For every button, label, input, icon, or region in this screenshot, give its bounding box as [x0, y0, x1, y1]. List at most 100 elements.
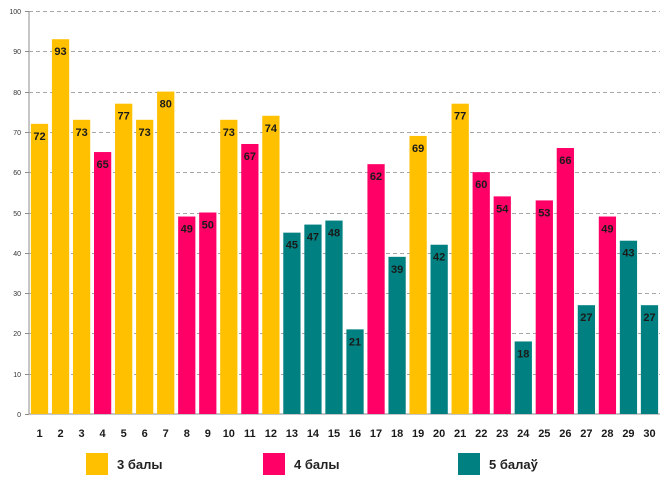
x-tick-label-26: 26	[559, 428, 571, 440]
data-label-22: 60	[475, 179, 487, 191]
bar-16	[346, 329, 364, 414]
data-label-25: 53	[538, 207, 550, 219]
bar-25	[535, 200, 553, 414]
data-label-10: 73	[223, 127, 235, 139]
y-tick-label-10: 10	[13, 372, 21, 379]
bar-14	[304, 224, 322, 414]
bar-26	[556, 148, 574, 414]
data-label-6: 73	[139, 127, 151, 139]
x-tick-label-4: 4	[100, 428, 107, 440]
data-label-30: 27	[643, 312, 655, 324]
data-label-18: 39	[391, 264, 403, 276]
data-label-2: 93	[54, 46, 66, 58]
bar-22	[472, 172, 490, 414]
bar-2	[51, 39, 70, 415]
x-tick-label-10: 10	[223, 428, 235, 440]
x-tick-label-5: 5	[121, 428, 127, 440]
bar-20	[430, 244, 448, 414]
bar-3	[72, 119, 91, 414]
legend-item-4: 4 балы	[263, 452, 339, 476]
data-label-3: 73	[75, 127, 87, 139]
data-label-4: 65	[96, 159, 108, 171]
legend-label-5: 5 балаў	[489, 456, 538, 472]
bar-10	[220, 119, 238, 414]
y-tick-label-40: 40	[13, 251, 21, 258]
x-tick-label-18: 18	[391, 428, 403, 440]
legend-swatch-5	[458, 453, 480, 475]
bar-18	[388, 256, 406, 414]
data-label-13: 45	[286, 240, 298, 252]
legend-swatch-3	[86, 453, 108, 475]
bar-7	[157, 91, 175, 414]
y-tick-label-20: 20	[13, 331, 21, 338]
bar-15	[325, 220, 343, 414]
bar-1	[30, 123, 49, 414]
y-tick-label-90: 90	[13, 49, 21, 56]
x-tick-label-27: 27	[580, 428, 592, 440]
legend-label-4: 4 балы	[294, 456, 340, 472]
data-label-28: 49	[601, 224, 613, 236]
bar-17	[367, 164, 385, 414]
x-tick-label-9: 9	[205, 428, 211, 440]
data-label-20: 42	[433, 252, 445, 264]
data-label-19: 69	[412, 143, 424, 155]
data-label-17: 62	[370, 171, 382, 183]
bar-28	[598, 216, 617, 414]
data-label-14: 47	[307, 232, 319, 244]
data-label-24: 18	[517, 348, 529, 360]
bar-6	[136, 119, 154, 414]
x-tick-label-3: 3	[79, 428, 85, 440]
x-tick-label-16: 16	[349, 428, 361, 440]
bar-13	[283, 232, 301, 414]
data-label-8: 49	[181, 224, 193, 236]
data-label-16: 21	[349, 336, 361, 348]
legend-item-5: 5 балаў	[458, 452, 538, 476]
x-tick-label-20: 20	[433, 428, 445, 440]
y-tick-label-60: 60	[13, 170, 21, 177]
data-label-23: 54	[496, 203, 509, 215]
x-tick-label-21: 21	[454, 428, 466, 440]
bar-19	[409, 135, 427, 414]
data-label-11: 67	[244, 151, 256, 163]
legend-swatch-4	[263, 453, 285, 475]
bar-21	[451, 103, 469, 414]
x-tick-label-11: 11	[244, 428, 256, 440]
x-tick-label-13: 13	[286, 428, 298, 440]
x-tick-label-30: 30	[643, 428, 655, 440]
bar-29	[619, 240, 638, 414]
y-tick-label-0: 0	[17, 412, 21, 419]
legend-item-3: 3 балы	[86, 452, 162, 476]
bar-9	[199, 212, 217, 414]
data-label-27: 27	[580, 312, 592, 324]
x-tick-label-25: 25	[538, 428, 550, 440]
bar-30	[640, 305, 659, 414]
x-tick-label-28: 28	[601, 428, 613, 440]
bar-12	[262, 115, 280, 414]
bar-11	[241, 143, 259, 415]
x-tick-label-23: 23	[496, 428, 508, 440]
x-tick-label-22: 22	[475, 428, 487, 440]
data-label-26: 66	[559, 155, 571, 167]
x-tick-label-8: 8	[184, 428, 190, 440]
x-tick-label-24: 24	[517, 428, 530, 440]
y-tick-label-100: 100	[9, 9, 21, 16]
data-label-7: 80	[160, 99, 172, 111]
bar-8	[178, 216, 196, 414]
y-tick-label-80: 80	[13, 90, 21, 97]
y-tick-label-30: 30	[13, 291, 21, 298]
x-tick-label-17: 17	[370, 428, 382, 440]
x-tick-label-29: 29	[622, 428, 634, 440]
data-label-9: 50	[202, 220, 214, 232]
x-tick-label-19: 19	[412, 428, 424, 440]
data-label-5: 77	[118, 111, 130, 123]
data-label-15: 48	[328, 228, 340, 240]
bar-23	[493, 196, 511, 414]
x-tick-label-15: 15	[328, 428, 340, 440]
y-tick-label-70: 70	[13, 130, 21, 137]
x-tick-label-12: 12	[265, 428, 277, 440]
bar-24	[514, 341, 532, 414]
bar-4	[93, 152, 112, 415]
data-label-1: 72	[33, 131, 45, 143]
bar-5	[115, 103, 133, 414]
x-tick-label-2: 2	[57, 428, 63, 440]
